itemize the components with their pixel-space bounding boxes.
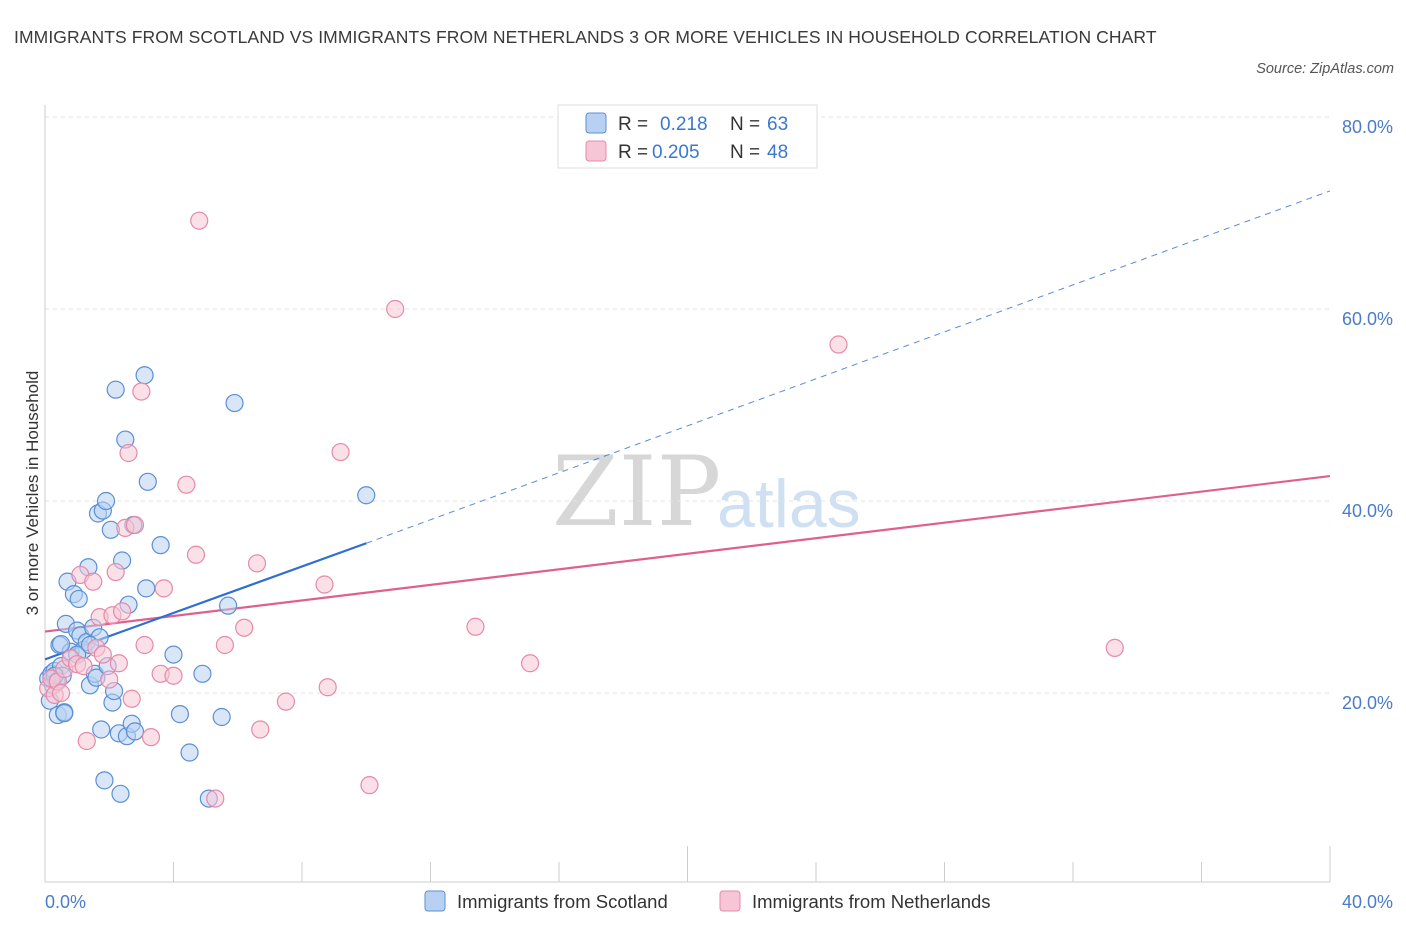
netherlands-point-22 [122, 689, 141, 708]
series-legend-swatch-netherlands [719, 890, 741, 912]
netherlands-point-47 [1105, 638, 1124, 657]
scotland-point-35 [106, 380, 125, 399]
scotland-point-57 [357, 486, 376, 505]
y-tick-label-2: 60.0% [1342, 309, 1393, 329]
netherlands-point-38 [276, 692, 296, 711]
netherlands-point-24 [132, 382, 151, 401]
netherlands-point-9 [74, 657, 93, 676]
axes [44, 105, 1331, 883]
netherlands-point-46 [829, 335, 848, 354]
scotland-point-27 [92, 720, 111, 739]
netherlands-point-33 [206, 789, 225, 808]
netherlands-point-28 [154, 579, 173, 598]
scotland-point-60 [51, 634, 71, 654]
series-legend: Immigrants from Scotland Immigrants from… [424, 890, 991, 912]
watermark: ZIP atlas [552, 436, 861, 548]
netherlands-point-31 [186, 545, 206, 564]
netherlands-points [39, 211, 1124, 808]
scotland-point-54 [212, 707, 231, 727]
scotland-point-50 [170, 705, 190, 724]
netherlands-trend-line [44, 474, 1331, 633]
scotland-point-45 [135, 366, 154, 385]
netherlands-point-40 [318, 678, 337, 697]
netherlands-point-21 [119, 443, 138, 463]
netherlands-point-29 [164, 666, 183, 685]
watermark-zip: ZIP [552, 436, 721, 548]
legend-swatch-netherlands [585, 140, 607, 162]
y-axis-label-group: 3 or more Vehicles in Household [23, 371, 42, 616]
chart-title: IMMIGRANTS FROM SCOTLAND VS IMMIGRANTS F… [14, 27, 1157, 47]
y-tick-label-3: 80.0% [1342, 117, 1393, 137]
legend-r-value-2: 0.205 [652, 142, 700, 163]
netherlands-point-44 [466, 617, 485, 636]
scotland-point-56 [225, 393, 244, 413]
legend-n-value-1: 63 [767, 114, 788, 135]
trend-lines [44, 190, 1331, 661]
scotland-point-30 [96, 491, 116, 511]
scotland-point-48 [151, 536, 170, 555]
netherlands-point-32 [190, 211, 209, 230]
watermark-atlas: atlas [717, 466, 861, 542]
y-axis-label: 3 or more Vehicles in Household [23, 371, 42, 616]
netherlands-point-35 [235, 618, 254, 637]
series-legend-swatch-scotland [424, 890, 446, 912]
x-tick-label-0: 0.0% [45, 892, 86, 912]
netherlands-point-11 [84, 572, 103, 591]
series-legend-label-scotland: Immigrants from Scotland [457, 891, 668, 912]
scotland-point-52 [193, 664, 212, 683]
netherlands-point-37 [251, 720, 270, 739]
netherlands-point-10 [77, 731, 96, 751]
netherlands-point-34 [215, 635, 234, 655]
netherlands-point-42 [360, 776, 379, 795]
legend-swatch-scotland [585, 112, 607, 134]
correlation-legend: R = 0.218 N = 63 R = 0.205 N = 48 [557, 104, 818, 169]
scotland-point-49 [164, 645, 183, 664]
legend-n-label-1: N = [730, 114, 760, 135]
scotland-point-16 [69, 589, 88, 609]
netherlands-point-23 [125, 515, 145, 535]
netherlands-point-26 [141, 728, 161, 747]
netherlands-point-18 [109, 654, 128, 673]
series-legend-label-netherlands: Immigrants from Netherlands [752, 891, 991, 912]
netherlands-point-45 [520, 654, 540, 673]
netherlands-point-36 [247, 554, 267, 573]
netherlands-point-17 [106, 562, 125, 582]
scotland-point-47 [138, 472, 157, 491]
scotland-point-44 [125, 722, 145, 741]
netherlands-point-14 [93, 645, 112, 664]
netherlands-point-43 [386, 299, 405, 319]
scotland-point-29 [95, 771, 114, 790]
y-tick-label-0: 20.0% [1342, 693, 1393, 713]
scotland-point-46 [137, 579, 156, 598]
legend-r-label-1: R = [618, 114, 648, 135]
legend-n-label-2: N = [730, 142, 760, 163]
scotland-point-55 [219, 596, 238, 615]
netherlands-point-41 [331, 442, 350, 462]
y-tick-label-1: 40.0% [1342, 501, 1393, 521]
scotland-point-58 [55, 704, 74, 723]
x-tick-label-1: 40.0% [1342, 892, 1393, 912]
scotland-point-51 [180, 743, 199, 762]
legend-r-value-1: 0.218 [660, 114, 708, 135]
netherlands-point-15 [100, 670, 119, 689]
netherlands-point-25 [135, 635, 154, 655]
scotland-point-37 [111, 784, 130, 803]
legend-r-label-2: R = [618, 142, 648, 163]
source-label: Source: ZipAtlas.com [1256, 61, 1394, 77]
legend-n-value-2: 48 [767, 142, 788, 163]
netherlands-point-19 [112, 602, 132, 621]
tick-labels: 20.0% 40.0% 60.0% 80.0% 0.0% 40.0% [45, 117, 1393, 912]
netherlands-point-39 [315, 575, 334, 594]
netherlands-point-30 [177, 475, 196, 494]
netherlands-point-4 [51, 683, 71, 703]
